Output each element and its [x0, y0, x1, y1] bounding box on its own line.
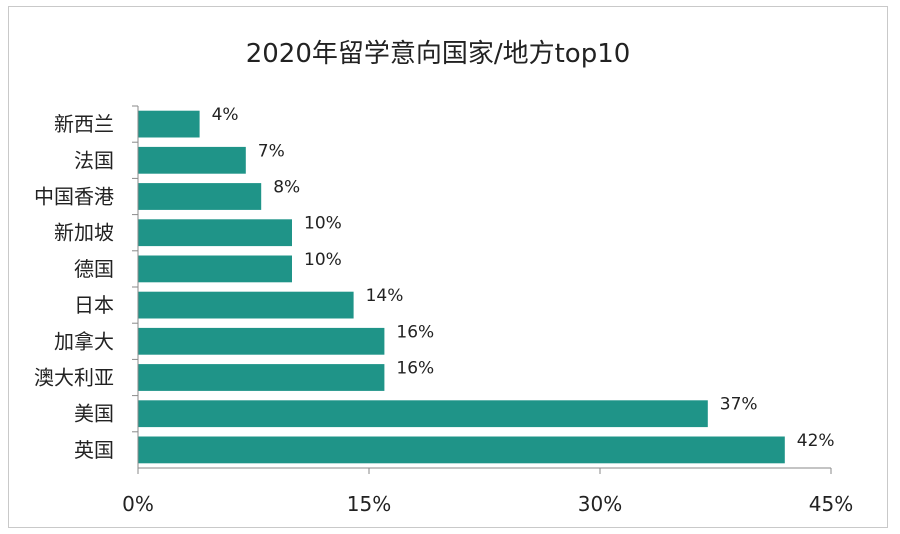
bar: [138, 436, 785, 464]
x-tick-labels: 0% 15% 30% 45%: [122, 492, 853, 516]
category-label: 加拿大: [54, 329, 114, 353]
category-label: 德国: [74, 257, 114, 281]
category-label: 澳大利亚: [34, 366, 114, 390]
axes: [132, 105, 832, 474]
bar: [138, 327, 385, 355]
bar: [138, 400, 708, 428]
category-label: 新西兰: [54, 112, 114, 136]
bar: [138, 146, 246, 174]
bar: [138, 110, 200, 138]
value-labels: 4%7%8%10%10%14%16%16%37%42%: [212, 105, 835, 451]
value-label: 37%: [720, 395, 758, 415]
category-label: 法国: [74, 148, 114, 172]
category-label: 日本: [74, 293, 114, 317]
value-label: 14%: [366, 286, 404, 306]
category-label: 新加坡: [54, 221, 114, 245]
x-tick-label: 15%: [347, 492, 391, 516]
value-label: 10%: [304, 214, 342, 234]
bars-group: [138, 110, 785, 464]
value-label: 16%: [396, 359, 434, 379]
category-label: 英国: [74, 438, 114, 462]
x-tick-label: 30%: [578, 492, 622, 516]
category-label: 美国: [74, 402, 114, 426]
value-label: 7%: [258, 141, 285, 161]
category-label: 中国香港: [34, 185, 114, 209]
bar: [138, 219, 292, 247]
value-label: 8%: [273, 178, 300, 198]
chart-title: 2020年留学意向国家/地方top10: [246, 39, 631, 69]
x-tick-label: 45%: [809, 492, 853, 516]
bar: [138, 183, 262, 210]
value-label: 16%: [396, 322, 434, 342]
value-label: 4%: [212, 105, 239, 125]
bar: [138, 291, 354, 319]
bar: [138, 255, 292, 283]
value-label: 10%: [304, 250, 342, 270]
value-label: 42%: [797, 431, 835, 451]
bar: [138, 364, 385, 391]
x-tick-label: 0%: [122, 492, 154, 516]
